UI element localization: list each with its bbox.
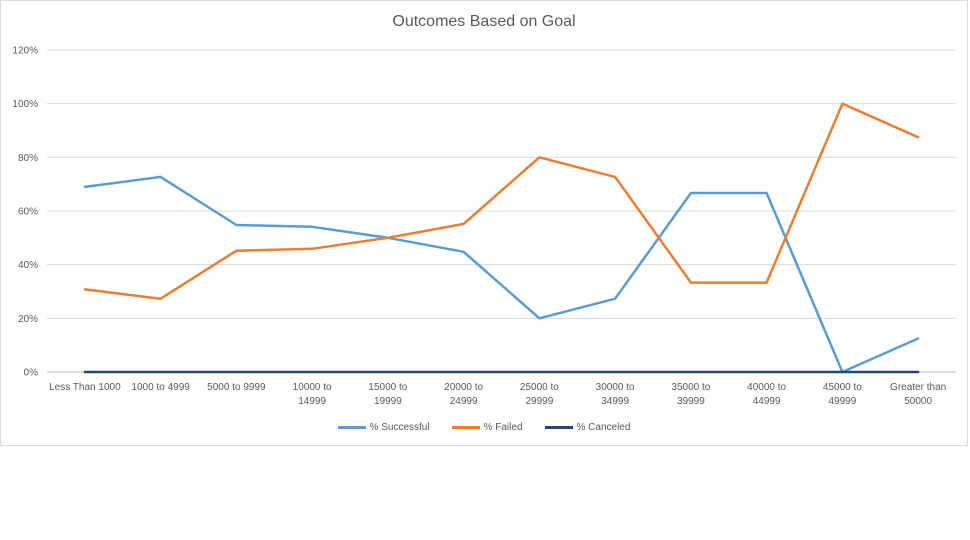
y-tick-label: 40% — [18, 260, 38, 271]
legend-label: % Failed — [483, 422, 523, 433]
chart-frame: Outcomes Based on Goal 0% 20% 40% 60% 80% 100… — [0, 0, 968, 446]
legend-item: % Canceled — [544, 422, 631, 433]
y-tick-label: 120% — [12, 46, 38, 57]
x-tick-label: 10000 to 14999 — [293, 382, 332, 407]
legend-item: % Failed — [451, 422, 523, 433]
x-tick-label: Greater than 50000 — [890, 382, 946, 407]
x-tick-label: 20000 to 24999 — [444, 382, 483, 407]
series-line-failed — [83, 102, 920, 300]
legend-swatch — [451, 426, 480, 429]
y-tick-label: 60% — [18, 207, 38, 218]
y-tick-label: 80% — [18, 153, 38, 164]
x-tick-label: 35000 to 39999 — [671, 382, 710, 407]
x-tick-label: 30000 to 34999 — [596, 382, 635, 407]
x-tick-label: 40000 to 44999 — [747, 382, 786, 407]
legend-swatch — [544, 426, 573, 429]
legend-swatch — [337, 426, 366, 429]
x-tick-label: 25000 to 29999 — [520, 382, 559, 407]
y-tick-label: 0% — [24, 368, 39, 379]
x-tick-label: 1000 to 4999 — [131, 382, 190, 393]
y-tick-label: 100% — [12, 99, 38, 110]
x-tick-label: Less Than 1000 — [49, 382, 121, 393]
y-tick-label: 20% — [18, 314, 38, 325]
legend-label: % Successful — [369, 422, 430, 433]
x-tick-label: 5000 to 9999 — [207, 382, 266, 393]
legend-item: % Successful — [337, 422, 430, 433]
series-line-successful — [83, 175, 920, 374]
chart-title: Outcomes Based on Goal — [392, 13, 576, 30]
x-tick-label: 15000 to 19999 — [368, 382, 407, 407]
line-chart-plot: 0% 20% 40% 60% 80% 100% 120% Less Than 1000 1000… — [12, 46, 956, 407]
x-tick-label: 45000 to 49999 — [823, 382, 862, 407]
chart-legend: % Successful % Failed % Canceled — [1, 422, 967, 433]
legend-label: % Canceled — [576, 422, 631, 433]
